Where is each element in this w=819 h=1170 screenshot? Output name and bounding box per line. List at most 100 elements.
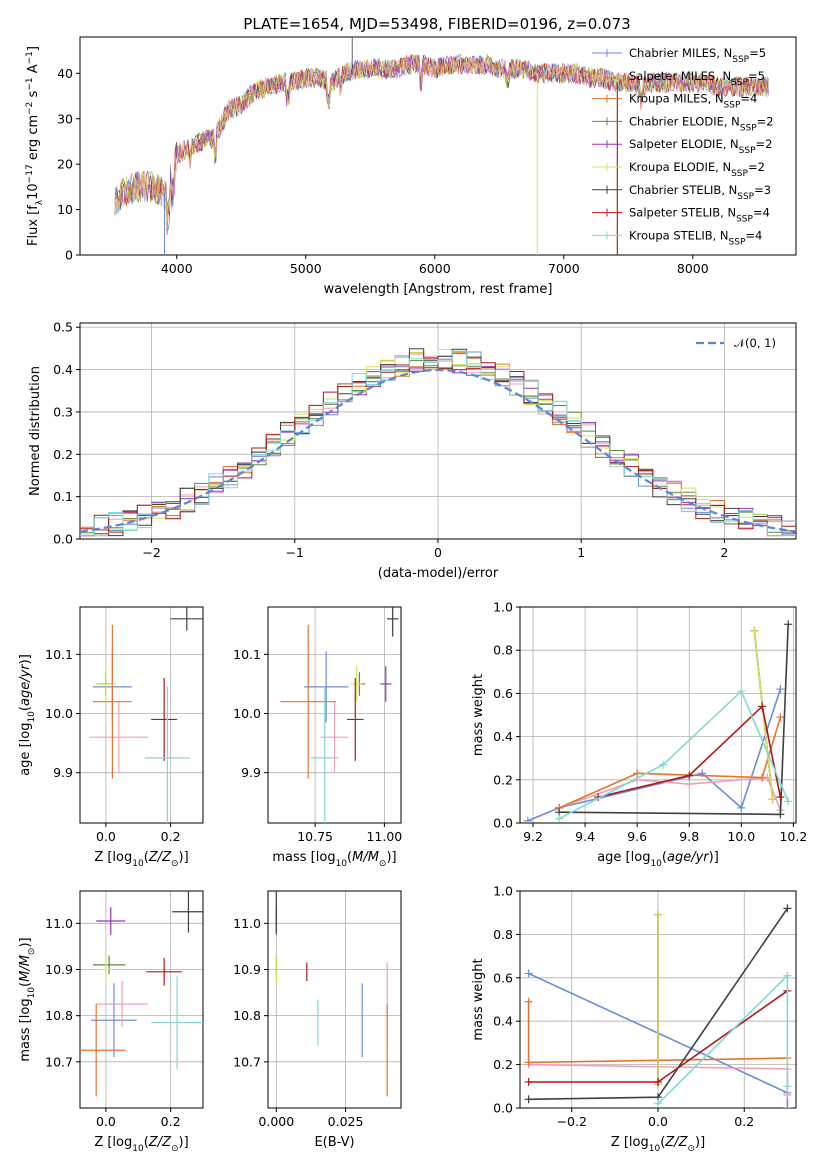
age-weight-series-8 [558, 689, 789, 820]
legend-label-2: Kroupa MILES, NSSP=4 [629, 92, 757, 111]
z-age-axes: 0.0 0.2 9.9 10.0 10.1 [45, 606, 204, 844]
legend-label-7: Salpeter STELIB, NSSP=4 [629, 206, 770, 225]
ebv-mass-axes: 0.000 0.025 10.7 10.8 10.9 11.0 [233, 890, 402, 1129]
residuals-xlabel: (data-model)/error [378, 566, 499, 581]
spectrum-ytick-label: 30 [57, 111, 73, 126]
z-weight-frame [519, 890, 797, 1109]
age-weight-ytick-label: 1.0 [493, 600, 513, 615]
legend-label-4: Salpeter ELODIE, NSSP=2 [629, 137, 772, 156]
mass-age-points [280, 607, 399, 823]
z-age-ylabel: age [log10(age/yr)] [18, 654, 37, 776]
histogram-steps [80, 348, 796, 537]
age-weight-ylabel: mass weight [471, 674, 486, 756]
age-weight-ytick-label: 0.2 [493, 772, 513, 787]
z-age-xtick-label: 0.0 [96, 829, 116, 844]
mass-age-ytick-label: 10.0 [233, 706, 261, 721]
age-weight-series-0 [527, 688, 782, 822]
residuals-axes: −2 −1 0 1 2 0.0 0.1 0.2 0.3 0.4 0.5 [53, 320, 797, 560]
mass-age-frame [267, 606, 402, 824]
age-weight-xtick-label: 9.2 [523, 829, 543, 844]
residuals-xtick-label: −2 [142, 545, 160, 560]
z-weight-ytick-label: 0.2 [493, 1057, 513, 1072]
age-weight-xtick-label: 10.0 [727, 829, 755, 844]
residuals-ytick-label: 0.5 [53, 320, 73, 335]
age-weight-xtick-label: 10.2 [779, 829, 807, 844]
histogram-series-8 [80, 350, 796, 537]
spectrum-ylabel: Flux [fλ10−17 erg cm−2 s−1 A−1] [25, 46, 45, 246]
residuals-xtick-label: 2 [720, 545, 728, 560]
residuals-ytick-label: 0.2 [53, 447, 73, 462]
z-mass-ytick-label: 11.0 [45, 916, 73, 931]
z-weight-ytick-label: 0.0 [493, 1101, 513, 1116]
z-mass-ytick-label: 10.9 [45, 962, 73, 977]
ebv-mass-ytick-label: 10.7 [233, 1054, 261, 1069]
spectrum-series-1 [114, 54, 769, 229]
z-mass-xlabel: Z [log10(Z/Z⊙)] [94, 1135, 188, 1154]
z-weight-axes: −0.2 0.0 0.2 0.0 0.2 0.4 0.6 0.8 1.0 [493, 884, 797, 1129]
residuals-xtick-label: 1 [577, 545, 585, 560]
legend-label-6: Chabrier STELIB, NSSP=3 [629, 183, 771, 202]
spectrum-axes: 4000 5000 6000 7000 8000 0 10 20 30 40 [57, 36, 797, 276]
age-weight-xtick-label: 9.4 [575, 829, 595, 844]
mass-age-xlabel: mass [log10(M/M⊙)] [272, 850, 396, 869]
spectrum-xlabel: wavelength [Angstrom, rest frame] [324, 282, 553, 297]
residuals-frame [79, 322, 797, 540]
spectrum-ytick-label: 40 [57, 66, 73, 81]
ebv-mass-ytick-label: 11.0 [233, 916, 261, 931]
legend-label-8: Kroupa STELIB, NSSP=4 [629, 228, 762, 247]
z-weight-ytick-label: 1.0 [493, 884, 513, 899]
z-weight-series-2 [527, 1001, 788, 1064]
z-mass-xtick-label: 0.0 [96, 1114, 116, 1129]
residuals-ytick-label: 0.3 [53, 404, 73, 419]
mass-age-xtick-label: 10.75 [297, 829, 333, 844]
age-weight-axes: 9.2 9.4 9.6 9.8 10.0 10.2 0.0 0.2 0.4 0.6 0.8 1.0 [493, 600, 807, 845]
spectrum-series-7 [114, 54, 769, 236]
z-weight-ytick-label: 0.6 [493, 970, 513, 985]
mass-age-axes: 10.75 11.00 9.9 10.0 10.1 [233, 606, 402, 844]
z-weight-xtick-label: 0.2 [734, 1114, 754, 1129]
age-weight-ytick-label: 0.6 [493, 686, 513, 701]
age-weight-frame [519, 606, 797, 824]
age-weight-ytick-label: 0.0 [493, 816, 513, 831]
ebv-mass-xtick-label: 0.025 [328, 1114, 364, 1129]
mass-age-xtick-label: 11.00 [366, 829, 402, 844]
z-age-ytick-label: 9.9 [53, 765, 73, 780]
histogram-series-5 [80, 349, 796, 537]
residuals-xtick-label: 0 [434, 545, 442, 560]
age-weight-series-2 [558, 716, 782, 809]
z-weight-xtick-label: 0.0 [648, 1114, 668, 1129]
ebv-mass-frame [267, 890, 402, 1109]
age-weight-ytick-label: 0.8 [493, 643, 513, 658]
z-weight-xlabel: Z [log10(Z/Z⊙)] [611, 1135, 705, 1154]
histogram-series-7 [80, 358, 796, 537]
spectrum-ytick-label: 20 [57, 157, 73, 172]
mass-age-ytick-label: 9.9 [241, 765, 261, 780]
residuals-ytick-label: 0.0 [53, 532, 73, 547]
z-mass-ylabel: mass [log10(M/M⊙)] [18, 937, 37, 1061]
normal-legend-label: 𝒩(0, 1) [734, 336, 776, 350]
ebv-mass-points [275, 891, 388, 1097]
spectrum-xtick-label: 4000 [161, 261, 193, 276]
legend-label-5: Kroupa ELODIE, NSSP=2 [629, 160, 765, 179]
z-weight-ytick-label: 0.4 [493, 1014, 513, 1029]
spectrum-xtick-label: 5000 [290, 261, 322, 276]
spectrum-xtick-label: 6000 [419, 261, 451, 276]
ebv-mass-ytick-label: 10.9 [233, 962, 261, 977]
residuals-ytick-label: 0.1 [53, 489, 73, 504]
panels: 4000 5000 6000 7000 8000010203040wavelength … [18, 36, 807, 1154]
age-weight-lines [523, 620, 793, 823]
spectrum-lines [114, 37, 769, 255]
z-age-frame [79, 606, 204, 824]
spectrum-series-5 [114, 54, 769, 221]
z-mass-frame [79, 890, 204, 1109]
z-age-ytick-label: 10.1 [45, 647, 73, 662]
spectrum-ytick-label: 10 [57, 202, 73, 217]
z-age-ytick-label: 10.0 [45, 706, 73, 721]
legend-label-0: Chabrier MILES, NSSP=5 [629, 46, 766, 65]
z-weight-ylabel: mass weight [471, 958, 486, 1040]
spectrum-ytick-label: 0 [65, 248, 73, 263]
age-weight-xtick-label: 9.8 [679, 829, 699, 844]
figure-title: PLATE=1654, MJD=53498, FIBERID=0196, z=0… [243, 15, 630, 33]
mass-age-ytick-label: 10.1 [233, 647, 261, 662]
legend-label-3: Chabrier ELODIE, NSSP=2 [629, 114, 774, 133]
